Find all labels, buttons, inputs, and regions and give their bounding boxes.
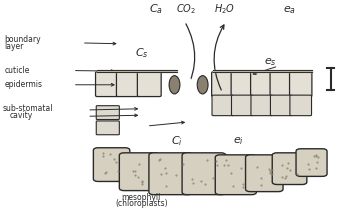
Text: $C_s$: $C_s$ — [135, 46, 148, 60]
Text: sub-stomatal: sub-stomatal — [3, 104, 53, 113]
Ellipse shape — [169, 76, 180, 94]
FancyBboxPatch shape — [290, 95, 312, 116]
FancyBboxPatch shape — [290, 72, 312, 97]
FancyBboxPatch shape — [245, 155, 283, 192]
FancyBboxPatch shape — [119, 153, 159, 191]
FancyBboxPatch shape — [149, 153, 193, 195]
Text: $e_i$: $e_i$ — [233, 135, 244, 147]
FancyBboxPatch shape — [96, 106, 119, 119]
Text: epidermis: epidermis — [4, 80, 42, 89]
FancyBboxPatch shape — [182, 153, 226, 195]
FancyBboxPatch shape — [137, 72, 161, 97]
FancyBboxPatch shape — [231, 72, 253, 97]
FancyBboxPatch shape — [296, 149, 327, 176]
Text: mesophyll: mesophyll — [122, 193, 161, 202]
FancyBboxPatch shape — [270, 95, 292, 116]
Text: (chloroplasts): (chloroplasts) — [115, 199, 168, 208]
Text: $C_i$: $C_i$ — [172, 134, 183, 148]
Ellipse shape — [197, 76, 208, 94]
Text: cavity: cavity — [10, 111, 33, 120]
Ellipse shape — [184, 78, 193, 92]
FancyBboxPatch shape — [270, 72, 292, 97]
FancyBboxPatch shape — [96, 72, 119, 97]
FancyBboxPatch shape — [231, 95, 253, 116]
FancyBboxPatch shape — [251, 72, 273, 97]
FancyBboxPatch shape — [93, 148, 130, 181]
FancyBboxPatch shape — [113, 94, 198, 137]
FancyBboxPatch shape — [272, 153, 307, 184]
Text: $H_2O$: $H_2O$ — [214, 3, 235, 16]
Text: cuticle: cuticle — [4, 66, 30, 75]
Text: layer: layer — [4, 42, 24, 51]
FancyBboxPatch shape — [96, 121, 119, 135]
FancyBboxPatch shape — [215, 155, 256, 195]
Text: $e_a$: $e_a$ — [283, 4, 296, 16]
Text: $C_a$: $C_a$ — [149, 3, 163, 16]
FancyBboxPatch shape — [117, 72, 140, 97]
FancyBboxPatch shape — [212, 72, 234, 97]
Text: $e_s$: $e_s$ — [264, 56, 277, 68]
Text: $CO_2$: $CO_2$ — [176, 3, 197, 16]
FancyBboxPatch shape — [212, 95, 233, 116]
Text: boundary: boundary — [4, 35, 41, 44]
FancyBboxPatch shape — [251, 95, 273, 116]
